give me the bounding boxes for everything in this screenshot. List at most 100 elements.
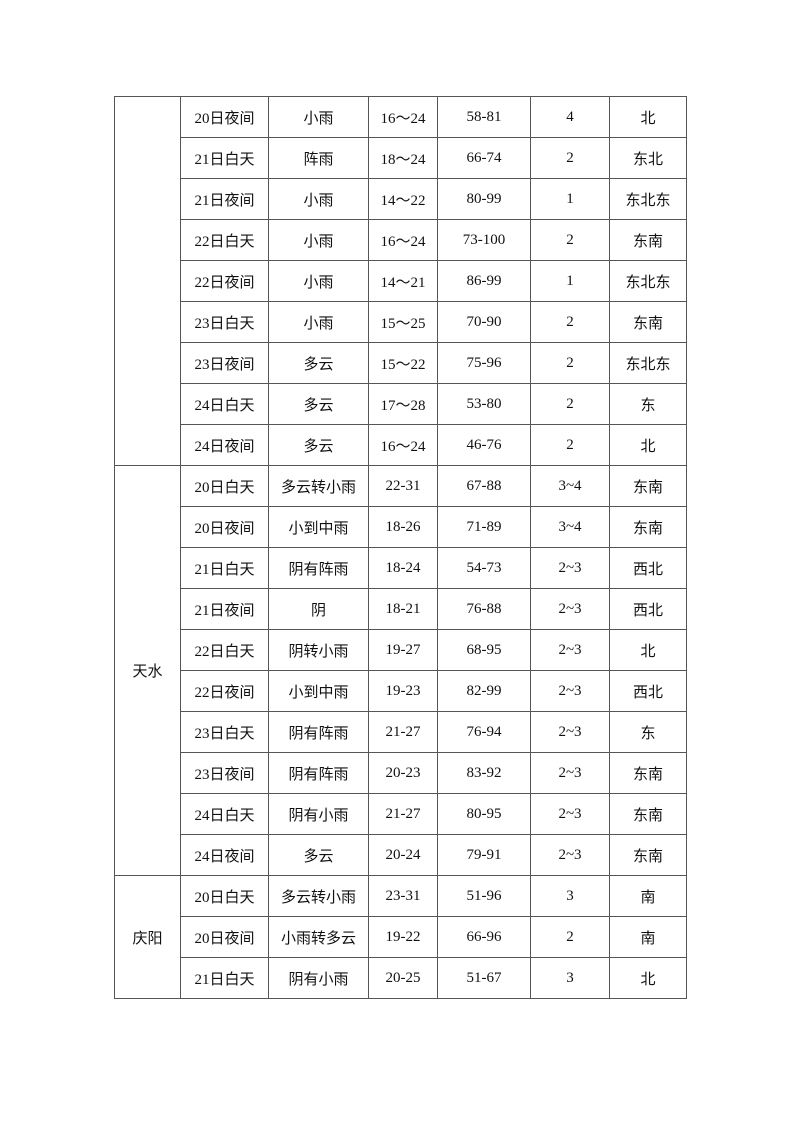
wind-direction-cell: 西北 — [609, 670, 687, 712]
temperature-cell: 16～24 — [368, 96, 438, 138]
table-row: 22日白天 阴转小雨 19-27 68-95 2~3 北 — [115, 629, 687, 671]
table-row: 24日夜间 多云 16～24 46-76 2 北 — [115, 424, 687, 466]
wind-level-cell: 1 — [530, 260, 610, 302]
table-row: 天水 20日白天 多云转小雨 22-31 67-88 3~4 东南 — [114, 465, 687, 876]
temperature-cell: 14～22 — [368, 178, 438, 220]
date-cell: 24日白天 — [180, 383, 269, 425]
city-cell — [114, 96, 181, 466]
table-row: 24日白天 阴有小雨 21-27 80-95 2~3 东南 — [115, 793, 687, 835]
weather-cell: 小雨 — [268, 301, 369, 343]
humidity-cell: 86-99 — [437, 260, 531, 302]
temperature-cell: 21-27 — [368, 793, 438, 835]
temperature-cell: 14～21 — [368, 260, 438, 302]
wind-direction-cell: 西北 — [609, 547, 687, 589]
table-row: 21日夜间 小雨 14～22 80-99 1 东北东 — [115, 178, 687, 220]
temperature-cell: 15～25 — [368, 301, 438, 343]
date-cell: 22日白天 — [180, 219, 269, 261]
date-cell: 23日夜间 — [180, 342, 269, 384]
temperature-cell: 18～24 — [368, 137, 438, 179]
wind-direction-cell: 西北 — [609, 588, 687, 630]
temperature-cell: 20-25 — [368, 957, 438, 999]
wind-direction-cell: 东南 — [609, 834, 687, 876]
date-cell: 20日白天 — [180, 875, 269, 917]
humidity-cell: 66-74 — [437, 137, 531, 179]
wind-level-cell: 2~3 — [530, 588, 610, 630]
temperature-cell: 22-31 — [368, 465, 438, 507]
humidity-cell: 67-88 — [437, 465, 531, 507]
humidity-cell: 83-92 — [437, 752, 531, 794]
wind-direction-cell: 北 — [609, 957, 687, 999]
weather-cell: 小到中雨 — [268, 670, 369, 712]
wind-level-cell: 2 — [530, 424, 610, 466]
wind-level-cell: 2 — [530, 301, 610, 343]
wind-direction-cell: 南 — [609, 916, 687, 958]
date-cell: 21日白天 — [180, 957, 269, 999]
wind-direction-cell: 北 — [609, 424, 687, 466]
humidity-cell: 58-81 — [437, 96, 531, 138]
wind-level-cell: 2~3 — [530, 670, 610, 712]
temperature-cell: 16～24 — [368, 219, 438, 261]
wind-level-cell: 3~4 — [530, 465, 610, 507]
temperature-cell: 15～22 — [368, 342, 438, 384]
humidity-cell: 51-96 — [437, 875, 531, 917]
date-cell: 20日夜间 — [180, 96, 269, 138]
date-cell: 23日白天 — [180, 301, 269, 343]
table-row: 23日夜间 阴有阵雨 20-23 83-92 2~3 东南 — [115, 752, 687, 794]
wind-direction-cell: 东 — [609, 383, 687, 425]
table-row: 20日夜间 小雨 16～24 58-81 4 北 — [114, 96, 687, 466]
wind-level-cell: 2 — [530, 219, 610, 261]
humidity-cell: 66-96 — [437, 916, 531, 958]
date-cell: 23日夜间 — [180, 752, 269, 794]
table-row: 22日白天 小雨 16～24 73-100 2 东南 — [115, 219, 687, 261]
humidity-cell: 70-90 — [437, 301, 531, 343]
temperature-cell: 16～24 — [368, 424, 438, 466]
wind-direction-cell: 东南 — [609, 793, 687, 835]
date-cell: 22日白天 — [180, 629, 269, 671]
weather-cell: 阴 — [268, 588, 369, 630]
table-row: 23日夜间 多云 15～22 75-96 2 东北东 — [115, 342, 687, 384]
table-row: 21日白天 阴有阵雨 18-24 54-73 2~3 西北 — [115, 547, 687, 589]
wind-level-cell: 2~3 — [530, 793, 610, 835]
weather-cell: 多云 — [268, 834, 369, 876]
temperature-cell: 18-21 — [368, 588, 438, 630]
temperature-cell: 20-24 — [368, 834, 438, 876]
humidity-cell: 80-99 — [437, 178, 531, 220]
weather-cell: 小雨 — [268, 96, 369, 138]
date-cell: 20日夜间 — [180, 506, 269, 548]
wind-direction-cell: 东南 — [609, 506, 687, 548]
weather-cell: 多云转小雨 — [268, 875, 369, 917]
date-cell: 21日夜间 — [180, 178, 269, 220]
table-row: 20日夜间 小到中雨 18-26 71-89 3~4 东南 — [115, 506, 687, 548]
wind-level-cell: 3~4 — [530, 506, 610, 548]
wind-level-cell: 1 — [530, 178, 610, 220]
weather-forecast-table: 20日夜间 小雨 16～24 58-81 4 北 21日白天 阵雨 18～24 66-74 2 东北 2… — [114, 96, 687, 999]
humidity-cell: 79-91 — [437, 834, 531, 876]
wind-level-cell: 2 — [530, 383, 610, 425]
wind-direction-cell: 东北东 — [609, 260, 687, 302]
weather-cell: 多云 — [268, 424, 369, 466]
wind-direction-cell: 东南 — [609, 465, 687, 507]
date-cell: 24日夜间 — [180, 424, 269, 466]
temperature-cell: 20-23 — [368, 752, 438, 794]
weather-cell: 小雨 — [268, 260, 369, 302]
wind-direction-cell: 东北 — [609, 137, 687, 179]
humidity-cell: 76-94 — [437, 711, 531, 753]
wind-level-cell: 2~3 — [530, 547, 610, 589]
table-row: 22日夜间 小雨 14～21 86-99 1 东北东 — [115, 260, 687, 302]
table-row: 庆阳 20日白天 多云转小雨 23-31 51-96 3 南 — [114, 875, 687, 999]
weather-cell: 多云转小雨 — [268, 465, 369, 507]
humidity-cell: 73-100 — [437, 219, 531, 261]
table-row: 23日白天 阴有阵雨 21-27 76-94 2~3 东 — [115, 711, 687, 753]
temperature-cell: 19-22 — [368, 916, 438, 958]
wind-direction-cell: 北 — [609, 96, 687, 138]
weather-cell: 小到中雨 — [268, 506, 369, 548]
weather-cell: 小雨 — [268, 219, 369, 261]
weather-cell: 小雨转多云 — [268, 916, 369, 958]
wind-direction-cell: 东北东 — [609, 342, 687, 384]
date-cell: 20日白天 — [180, 465, 269, 507]
city-cell: 庆阳 — [114, 875, 181, 999]
humidity-cell: 51-67 — [437, 957, 531, 999]
wind-direction-cell: 南 — [609, 875, 687, 917]
humidity-cell: 54-73 — [437, 547, 531, 589]
weather-cell: 多云 — [268, 383, 369, 425]
